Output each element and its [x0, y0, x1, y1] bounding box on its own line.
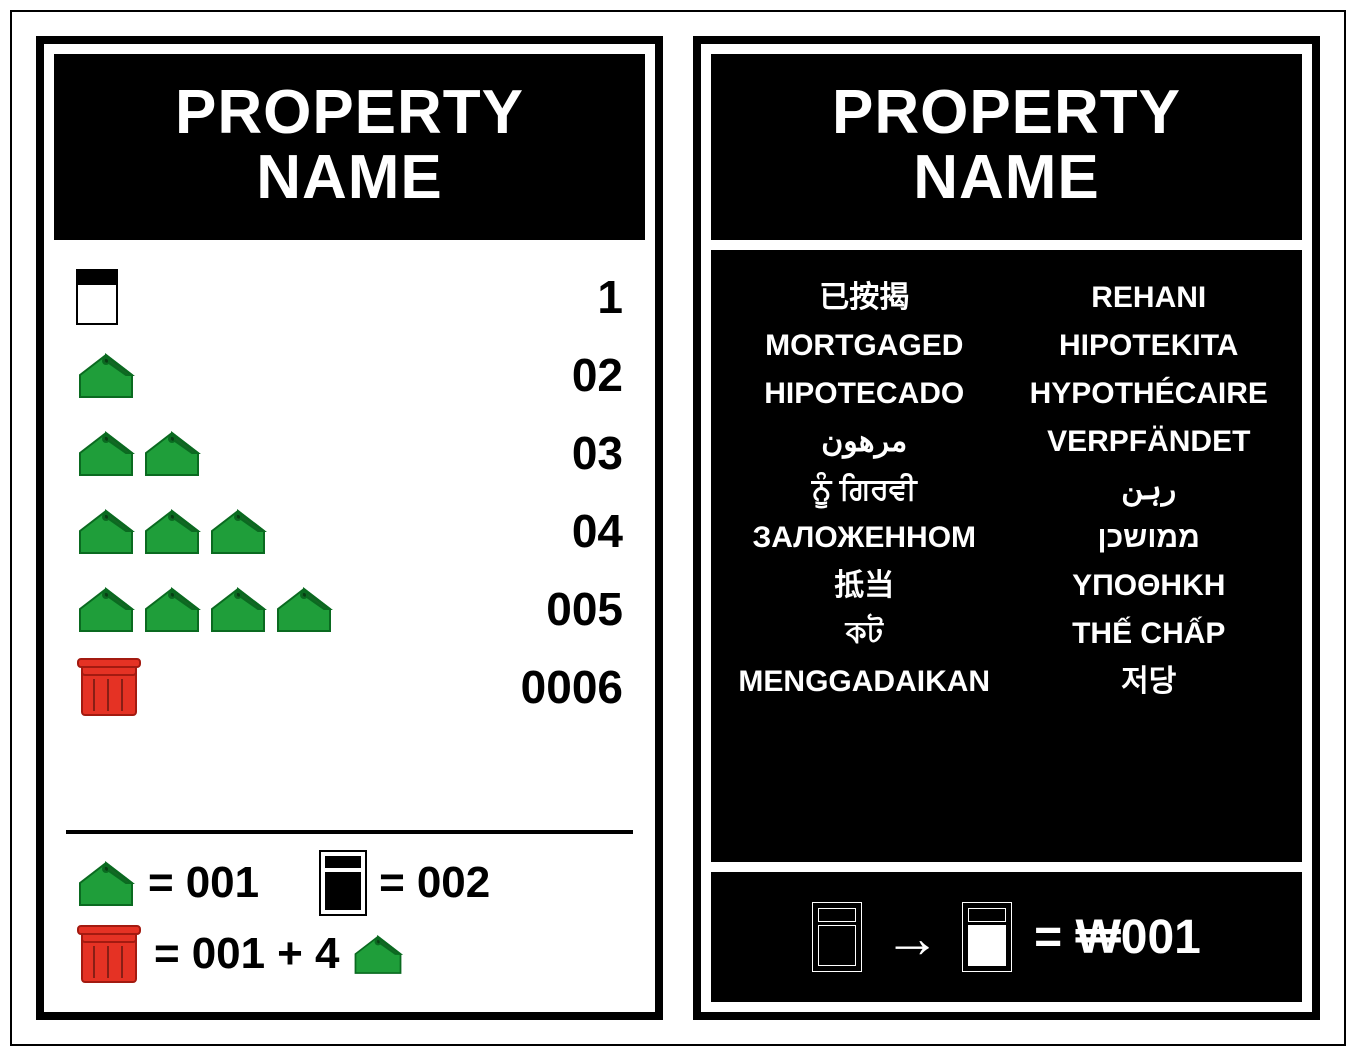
mortgaged-label: THẾ CHẤP [1014, 616, 1285, 652]
card-front: PROPERTY NAME 1 02 03 04 005 0006 = 001 = 002 [36, 36, 663, 1020]
deed-mortgaged-icon [812, 902, 862, 972]
arrow-icon: → [884, 905, 940, 970]
house-icon [208, 505, 268, 557]
hotel-icon [76, 655, 142, 719]
house-icon [76, 857, 136, 909]
house-icon [76, 349, 136, 401]
deed-mini-icon [76, 269, 118, 325]
mortgaged-label: VERPFÄNDET [1014, 424, 1285, 460]
house-icon [142, 427, 202, 479]
row-icons [76, 349, 136, 401]
mortgaged-label: ממושכן [1014, 520, 1285, 556]
card-back: PROPERTY NAME 已按揭 MORTGAGED HIPOTECADO مرهو… [693, 36, 1320, 1020]
mortgaged-label: ਨੂੰ ਗਿਰਵੀ [729, 472, 1000, 508]
rent-row: 005 [76, 570, 623, 648]
rent-row: 1 [76, 258, 623, 336]
mortgaged-label: কট [729, 616, 1000, 652]
house-icon [76, 427, 136, 479]
mortgaged-label: مرهون [729, 424, 1000, 460]
cost-section: = 001 = 002 = 001 + 4 [54, 834, 645, 1002]
row-icons [76, 655, 142, 719]
rent-value: 04 [572, 504, 623, 558]
mortgaged-label: 已按揭 [729, 280, 1000, 316]
house-icon [208, 583, 268, 635]
rent-value: 02 [572, 348, 623, 402]
row-icons [76, 583, 334, 635]
title-line2: NAME [64, 145, 635, 210]
mortgaged-label: MORTGAGED [729, 328, 1000, 364]
front-title: PROPERTY NAME [54, 54, 645, 240]
hotel-cost-row: = 001 + 4 [76, 922, 623, 986]
deed-cost: 002 [417, 858, 490, 908]
title-line2: NAME [721, 145, 1292, 210]
rent-row: 04 [76, 492, 623, 570]
rent-row: 0006 [76, 648, 623, 726]
rent-value: 0006 [521, 660, 623, 714]
row-icons [76, 505, 268, 557]
mortgaged-label: ЗАЛОЖЕННОМ [729, 520, 1000, 556]
house-icon [274, 583, 334, 635]
deed-unmortgaged-icon [962, 902, 1012, 972]
rent-value: 03 [572, 426, 623, 480]
hotel-cost: 001 [192, 929, 265, 979]
page: PROPERTY NAME 1 02 03 04 005 0006 = 001 = 002 [10, 10, 1346, 1046]
house-icon [352, 931, 404, 977]
rent-value: 1 [597, 270, 623, 324]
hotel-plus: + 4 [277, 929, 339, 979]
unmortgage-box: → = ₩001 [711, 872, 1302, 1002]
title-line1: PROPERTY [64, 80, 635, 145]
mortgaged-label: ΥΠΟΘΗΚΗ [1014, 568, 1285, 604]
rent-row: 03 [76, 414, 623, 492]
mortgaged-label: REHANI [1014, 280, 1285, 316]
house-icon [76, 505, 136, 557]
mortgaged-label: MENGGADAIKAN [729, 664, 1000, 700]
mortgaged-col-1: 已按揭 MORTGAGED HIPOTECADO مرهون ਨੂੰ ਗਿਰਵੀ ЗАЛО… [729, 280, 1000, 832]
back-title: PROPERTY NAME [711, 54, 1302, 240]
house-icon [142, 505, 202, 557]
mortgaged-label: HIPOTECADO [729, 376, 1000, 412]
deed-cost-row: = 002 [319, 850, 490, 916]
mortgaged-label: رہن [1014, 472, 1285, 508]
mortgaged-box: 已按揭 MORTGAGED HIPOTECADO مرهون ਨੂੰ ਗਿਰਵੀ ЗАЛО… [711, 250, 1302, 862]
mortgaged-label: HIPOTEKITA [1014, 328, 1285, 364]
hotel-icon [76, 922, 142, 986]
rent-value: 005 [546, 582, 623, 636]
title-line1: PROPERTY [721, 80, 1292, 145]
deed-icon [319, 850, 367, 916]
house-cost-row: = 001 [76, 850, 259, 916]
row-icons [76, 269, 118, 325]
rent-row: 02 [76, 336, 623, 414]
mortgaged-col-2: REHANI HIPOTEKITA HYPOTHÉCAIRE VERPFÄNDET رہ… [1014, 280, 1285, 832]
mortgaged-label: HYPOTHÉCAIRE [1014, 376, 1285, 412]
unmortgage-cost: = ₩001 [1034, 910, 1201, 965]
house-icon [142, 583, 202, 635]
mortgaged-label: 抵当 [729, 568, 1000, 604]
house-cost: 001 [186, 858, 259, 908]
rent-table: 1 02 03 04 005 0006 [54, 240, 645, 822]
row-icons [76, 427, 202, 479]
house-icon [76, 583, 136, 635]
mortgaged-label: 저당 [1014, 664, 1285, 700]
